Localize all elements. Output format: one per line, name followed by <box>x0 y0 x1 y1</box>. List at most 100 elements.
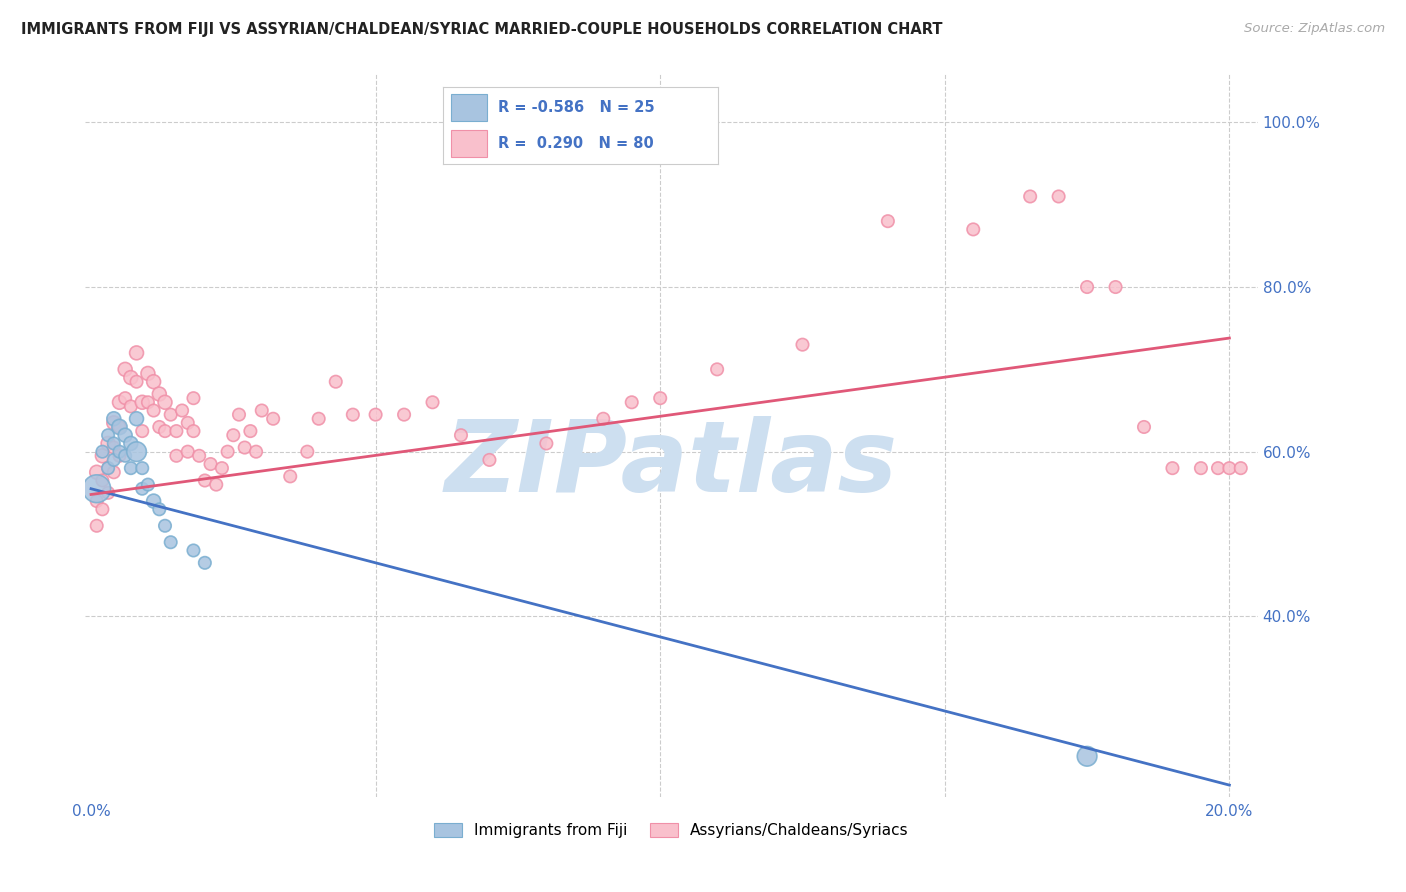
Point <box>108 420 131 434</box>
Point <box>392 408 415 422</box>
Point <box>262 411 284 425</box>
Point <box>114 391 136 405</box>
Text: IMMIGRANTS FROM FIJI VS ASSYRIAN/CHALDEAN/SYRIAC MARRIED-COUPLE HOUSEHOLDS CORRE: IMMIGRANTS FROM FIJI VS ASSYRIAN/CHALDEA… <box>21 22 942 37</box>
Text: Source: ZipAtlas.com: Source: ZipAtlas.com <box>1244 22 1385 36</box>
Point <box>1047 189 1070 203</box>
Point <box>103 453 125 467</box>
Point <box>120 436 142 450</box>
Point <box>297 444 319 458</box>
Point <box>194 474 217 488</box>
Point <box>91 502 114 516</box>
Point <box>165 424 187 438</box>
Point <box>97 428 120 442</box>
Point <box>450 428 472 442</box>
Point <box>1218 461 1240 475</box>
Point <box>228 408 250 422</box>
Point <box>114 362 136 376</box>
Point <box>194 556 217 570</box>
Point <box>1076 280 1098 294</box>
Point <box>153 395 176 409</box>
Point <box>86 518 108 533</box>
Point <box>1161 461 1184 475</box>
Point <box>103 441 125 455</box>
Point <box>114 449 136 463</box>
Point <box>148 502 170 516</box>
Point <box>97 486 120 500</box>
Point <box>962 222 984 236</box>
Point <box>342 408 364 422</box>
Point <box>183 543 205 558</box>
Point <box>620 395 643 409</box>
Point <box>125 444 148 458</box>
Point <box>120 370 142 384</box>
Point <box>165 449 187 463</box>
Legend: Immigrants from Fiji, Assyrians/Chaldeans/Syriacs: Immigrants from Fiji, Assyrians/Chaldean… <box>429 816 915 844</box>
Point <box>325 375 347 389</box>
Point <box>131 482 153 496</box>
Point <box>136 477 159 491</box>
Point <box>125 411 148 425</box>
Point <box>103 465 125 479</box>
Point <box>153 424 176 438</box>
Point <box>876 214 898 228</box>
Point <box>592 411 614 425</box>
Point <box>650 391 672 405</box>
Point <box>1206 461 1229 475</box>
Point <box>183 391 205 405</box>
Point <box>308 411 330 425</box>
Point <box>131 461 153 475</box>
Point <box>188 449 211 463</box>
Point <box>364 408 387 422</box>
Point <box>148 387 170 401</box>
Point <box>148 420 170 434</box>
Point <box>159 408 181 422</box>
Point <box>142 494 165 508</box>
Point <box>131 424 153 438</box>
Point <box>120 461 142 475</box>
Point <box>97 461 120 475</box>
Point <box>131 395 153 409</box>
Point <box>91 474 114 488</box>
Point <box>86 482 108 496</box>
Point <box>153 518 176 533</box>
Point <box>205 477 228 491</box>
Point <box>136 395 159 409</box>
Point <box>183 424 205 438</box>
Point <box>706 362 728 376</box>
Point <box>1076 749 1098 764</box>
Point <box>250 403 273 417</box>
Point <box>120 400 142 414</box>
Point <box>792 337 814 351</box>
Point <box>239 424 262 438</box>
Point <box>1133 420 1156 434</box>
Point <box>177 444 200 458</box>
Point <box>1104 280 1126 294</box>
Point <box>536 436 558 450</box>
Point <box>142 403 165 417</box>
Point <box>86 465 108 479</box>
Point <box>1229 461 1251 475</box>
Point <box>278 469 301 483</box>
Point <box>233 441 256 455</box>
Point <box>114 428 136 442</box>
Point <box>108 395 131 409</box>
Point <box>97 461 120 475</box>
Point <box>159 535 181 549</box>
Point <box>91 449 114 463</box>
Point <box>103 436 125 450</box>
Text: ZIPatlas: ZIPatlas <box>446 416 898 513</box>
Point <box>217 444 239 458</box>
Point <box>125 346 148 360</box>
Point <box>103 411 125 425</box>
Point <box>136 367 159 381</box>
Point <box>211 461 233 475</box>
Point <box>222 428 245 442</box>
Point <box>125 375 148 389</box>
Point <box>91 444 114 458</box>
Point <box>478 453 501 467</box>
Point <box>142 375 165 389</box>
Point <box>86 494 108 508</box>
Point <box>200 457 222 471</box>
Point <box>108 449 131 463</box>
Point <box>245 444 267 458</box>
